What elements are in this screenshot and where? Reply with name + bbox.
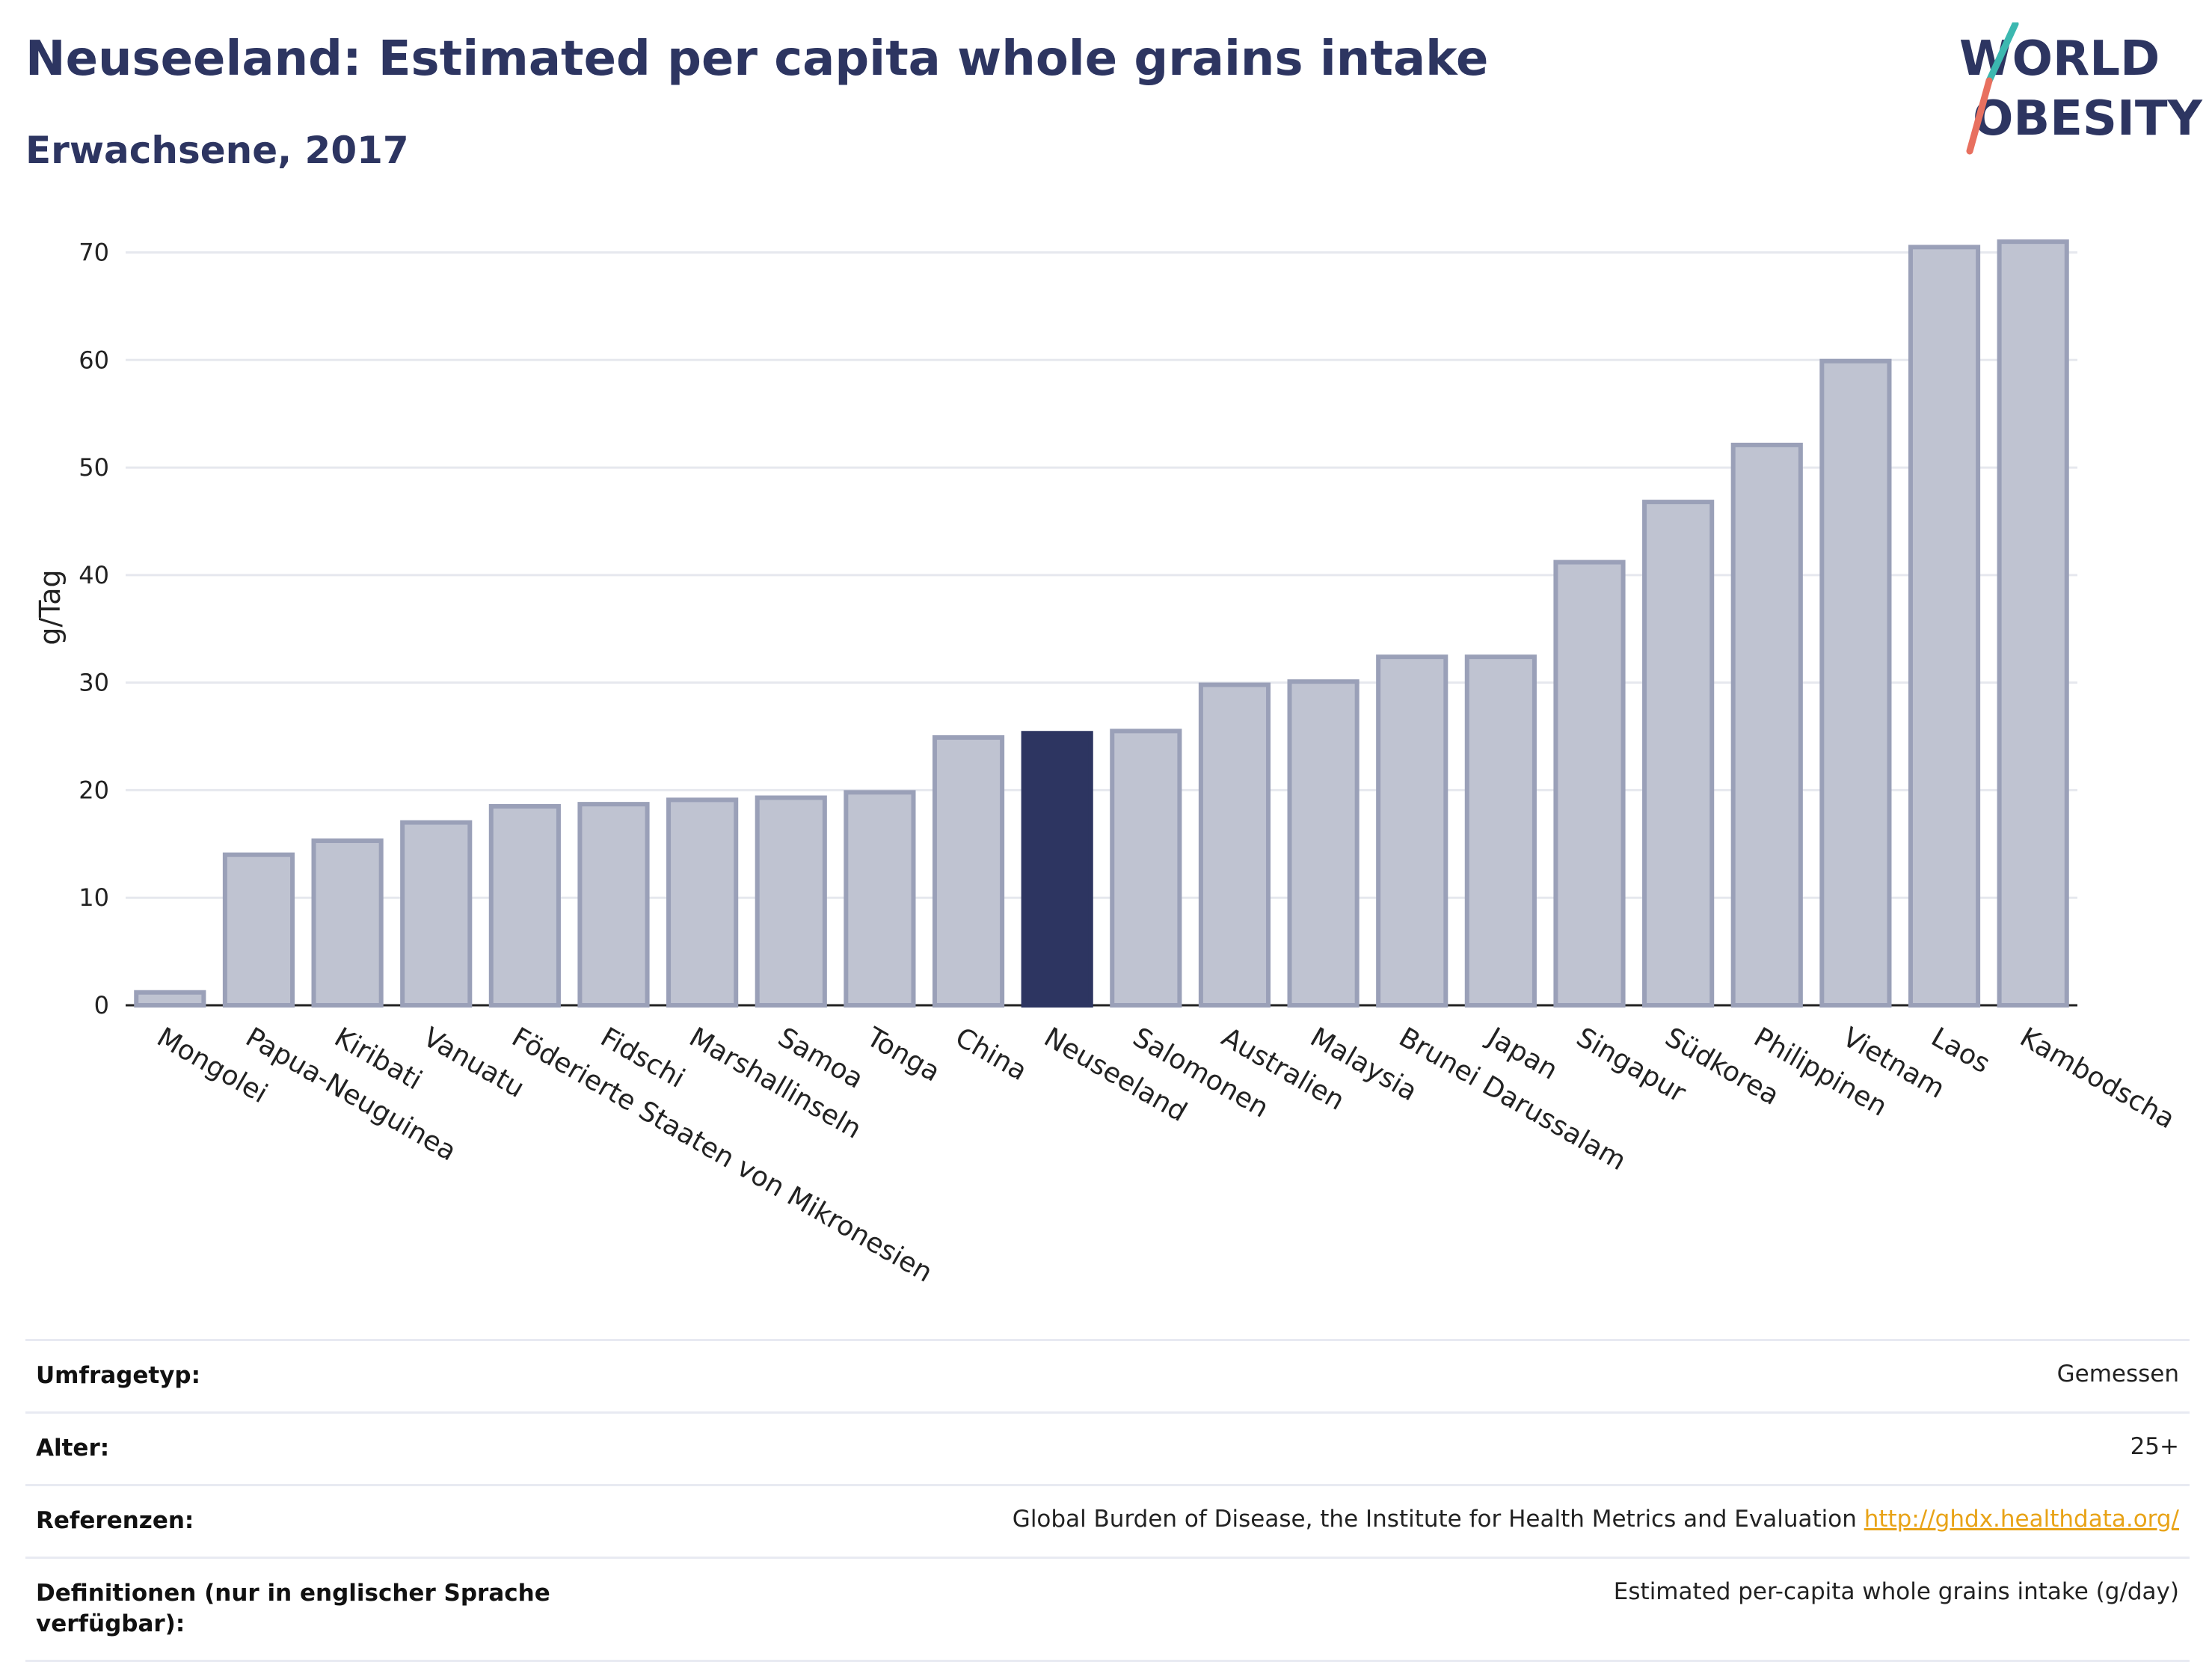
- meta-label: Referenzen:: [36, 1506, 194, 1534]
- meta-label: Definitionen (nur in englischer Sprache …: [36, 1579, 550, 1638]
- bar: [1819, 358, 1892, 1008]
- bar: [577, 802, 650, 1008]
- bar: [755, 795, 827, 1008]
- bar: [1110, 729, 1182, 1008]
- x-tick-label: Kambodscha: [2015, 1022, 2180, 1135]
- y-tick-label: 10: [79, 883, 109, 912]
- y-tick-label: 20: [79, 776, 109, 804]
- bar: [1021, 731, 1093, 1008]
- bar: [488, 804, 561, 1008]
- bar: [666, 797, 739, 1008]
- y-tick-label: 60: [79, 346, 109, 374]
- x-tick-label: Vanuatu: [418, 1022, 529, 1104]
- bar: [1376, 654, 1448, 1008]
- bar: [1287, 679, 1360, 1008]
- bar-chart: 010203040506070g/TagMongoleiPapua-Neugui…: [34, 239, 2180, 1289]
- logo-line2: OBESITY: [1973, 91, 2202, 147]
- x-tick-label: China: [950, 1022, 1033, 1087]
- meta-value: Estimated per-capita whole grains intake…: [1613, 1577, 2179, 1605]
- bar: [134, 990, 206, 1008]
- meta-row-references: Referenzen: Global Burden of Disease, th…: [25, 1483, 2190, 1557]
- bar: [1997, 239, 2069, 1008]
- bar: [932, 735, 1005, 1008]
- meta-value: Gemessen: [2056, 1361, 2179, 1387]
- y-tick-label: 70: [79, 239, 109, 267]
- y-tick-label: 50: [79, 453, 109, 482]
- y-tick-label: 30: [79, 669, 109, 697]
- y-tick-label: 0: [94, 991, 109, 1019]
- reference-link[interactable]: http://ghdx.healthdata.org/: [1864, 1505, 2179, 1533]
- bar: [1553, 559, 1626, 1008]
- chart-title: Neuseeland: Estimated per capita whole g…: [25, 31, 1489, 87]
- bar: [222, 852, 295, 1008]
- meta-row-age: Alter: 25+: [25, 1411, 2190, 1484]
- reference-text: Global Burden of Disease, the Institute …: [1012, 1505, 1857, 1533]
- world-obesity-logo: WORLD OBESITY: [1959, 22, 2202, 155]
- meta-row-definitions: Definitionen (nur in englischer Sprache …: [25, 1556, 2190, 1662]
- meta-label: Alter:: [36, 1434, 110, 1462]
- meta-row-survey-type: Umfragetyp: Gemessen: [25, 1339, 2190, 1411]
- bar: [1198, 682, 1271, 1008]
- meta-value: 25+: [2130, 1432, 2179, 1460]
- y-tick-label: 40: [79, 561, 109, 589]
- metadata-table: Umfragetyp: Gemessen Alter: 25+ Referenz…: [25, 1339, 2190, 1662]
- meta-value: Global Burden of Disease, the Institute …: [1013, 1506, 2179, 1533]
- chart-subtitle: Erwachsene, 2017: [25, 129, 409, 172]
- y-axis-label: g/Tag: [34, 569, 67, 645]
- bar: [400, 820, 473, 1008]
- bar: [311, 838, 384, 1008]
- x-tick-label: Tonga: [861, 1022, 945, 1088]
- meta-label: Umfragetyp:: [36, 1362, 200, 1389]
- bar: [1908, 245, 1981, 1008]
- bar: [844, 790, 916, 1008]
- bar: [1730, 442, 1803, 1008]
- bar: [1464, 654, 1537, 1008]
- bar: [1642, 500, 1715, 1008]
